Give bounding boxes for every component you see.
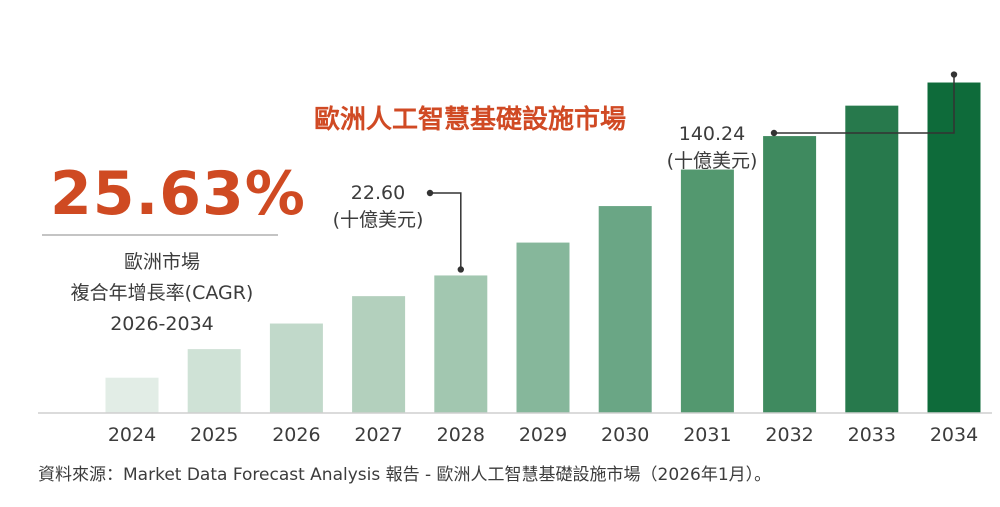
bar-2030 bbox=[598, 206, 652, 413]
x-tick-2029: 2029 bbox=[519, 424, 567, 446]
callout-line-2028 bbox=[430, 192, 462, 270]
bar-2031 bbox=[680, 169, 734, 413]
x-tick-2031: 2031 bbox=[683, 424, 731, 446]
callout-line-2034 bbox=[774, 74, 955, 134]
callout-unit-2034: (十億美元) bbox=[667, 150, 758, 172]
bar-2027 bbox=[352, 296, 406, 413]
x-tick-2024: 2024 bbox=[108, 424, 156, 446]
x-tick-2034: 2034 bbox=[930, 424, 978, 446]
x-tick-2030: 2030 bbox=[601, 424, 649, 446]
bar-2029 bbox=[516, 242, 570, 413]
bar-2026 bbox=[269, 323, 323, 413]
x-axis-ticks: 2024 2025 2026 2027 2028 2029 2030 2031 2032 2033… bbox=[108, 424, 978, 446]
callout-dot-2028 bbox=[426, 189, 434, 197]
x-tick-2027: 2027 bbox=[354, 424, 402, 446]
source-note: 資料來源：Market Data Forecast Analysis 報告 - … bbox=[38, 465, 771, 485]
x-tick-2026: 2026 bbox=[272, 424, 320, 446]
callout-unit-2028: (十億美元) bbox=[333, 209, 424, 231]
annotations: 22.60 (十億美元) 140.24 (十億美元) bbox=[333, 71, 958, 273]
bar-2032 bbox=[763, 136, 817, 414]
callout-value-2034: 140.24 bbox=[679, 123, 745, 145]
x-tick-2032: 2032 bbox=[765, 424, 813, 446]
bar-2025 bbox=[187, 349, 241, 413]
bar-2033 bbox=[845, 105, 899, 414]
bar-2028 bbox=[434, 275, 488, 413]
bars bbox=[105, 82, 981, 414]
x-tick-2025: 2025 bbox=[190, 424, 238, 446]
callout-end-dot-2034 bbox=[950, 71, 958, 78]
chart-title: 歐洲人工智慧基礎設施市場 bbox=[314, 104, 626, 135]
cagr-label-cagr: 複合年增長率(CAGR) bbox=[71, 282, 254, 304]
bar-2024 bbox=[105, 377, 159, 413]
cagr-label-region: 歐洲市場 bbox=[124, 251, 200, 273]
x-tick-2028: 2028 bbox=[437, 424, 485, 446]
cagr-value: 25.63% bbox=[50, 159, 306, 229]
callout-value-2028: 22.60 bbox=[351, 182, 405, 204]
callout-dot-2034 bbox=[770, 129, 778, 137]
callout-end-dot-2028 bbox=[457, 266, 464, 273]
cagr-label-period: 2026-2034 bbox=[110, 313, 214, 335]
x-tick-2033: 2033 bbox=[848, 424, 896, 446]
bar-2034 bbox=[927, 82, 981, 413]
